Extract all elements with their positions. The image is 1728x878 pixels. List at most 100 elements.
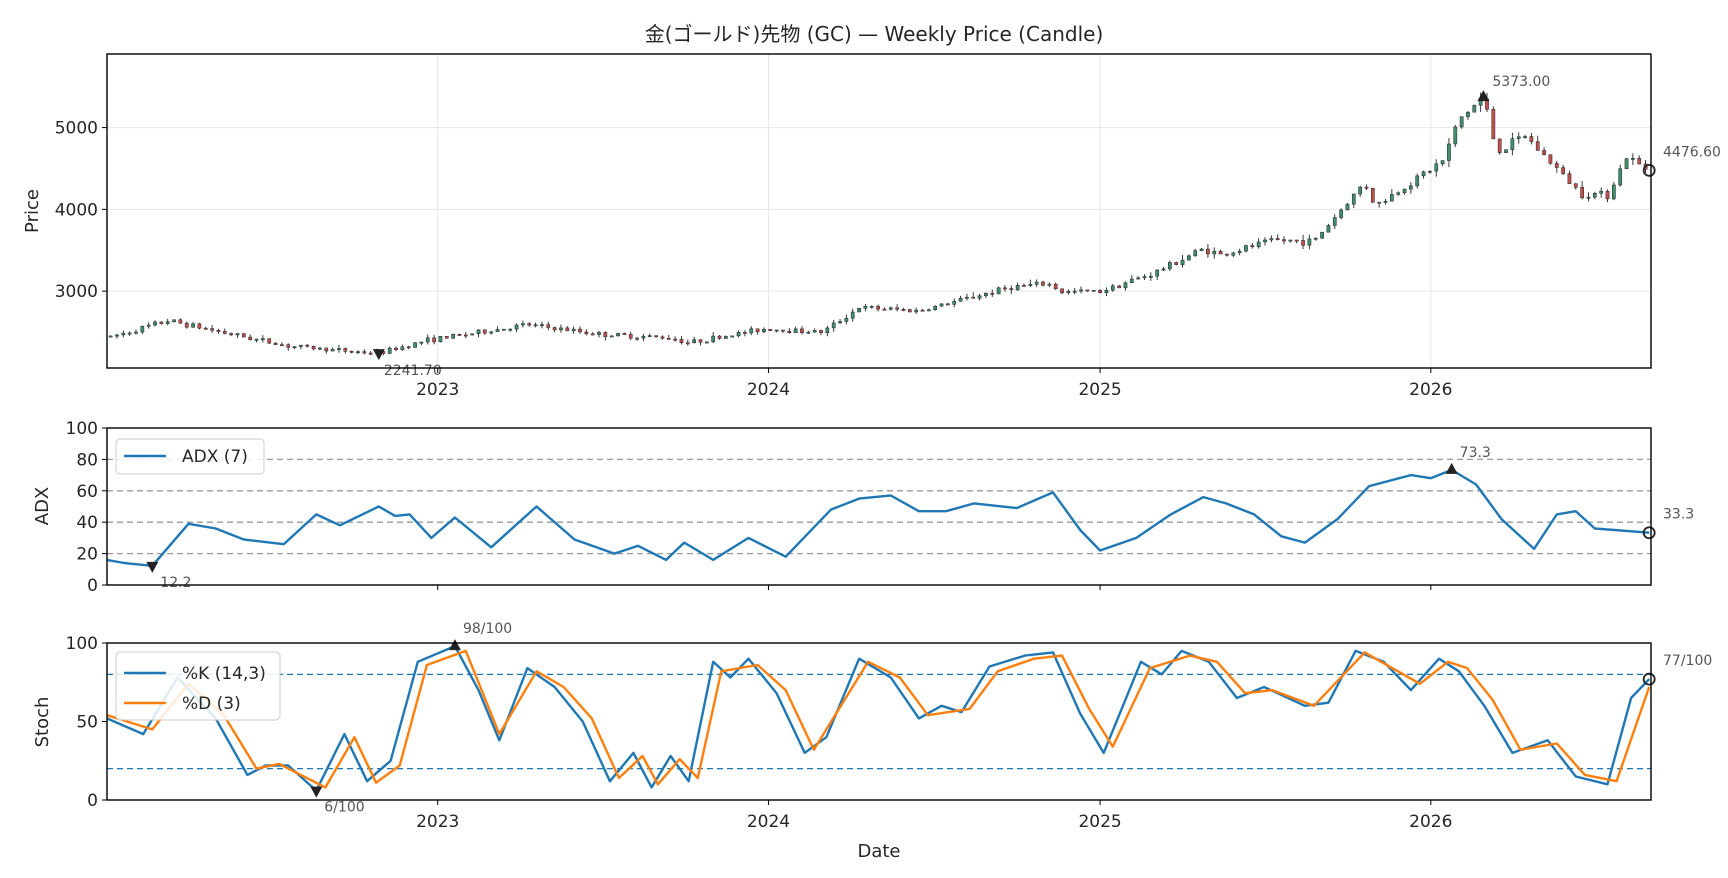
adx-legend: ADX (7) — [115, 438, 265, 475]
candle-body — [1060, 288, 1064, 294]
price-ylabel: Price — [22, 189, 43, 233]
candle-body — [1250, 245, 1255, 248]
candle-body — [210, 328, 214, 331]
candle-body — [711, 335, 716, 343]
candle-body — [1313, 237, 1318, 240]
candle-body — [533, 324, 538, 327]
candle-body — [1009, 288, 1014, 291]
candle-body — [1155, 269, 1160, 277]
x-axis-label: Date — [857, 841, 900, 862]
candle-body — [343, 348, 348, 352]
candle-body — [1218, 250, 1223, 255]
candle-body — [704, 341, 709, 344]
candle-body — [1390, 194, 1394, 202]
stoch-ylabel: Stoch — [32, 697, 53, 748]
candle-body — [1244, 245, 1248, 252]
candle-body — [628, 334, 633, 339]
y-tick-label: 50 — [76, 713, 98, 733]
max-label: 98/100 — [463, 621, 512, 637]
candle-body — [1091, 289, 1096, 292]
candle-body — [495, 329, 500, 332]
candle-body — [1199, 248, 1204, 251]
candle-body — [559, 327, 563, 331]
candle-body — [1377, 201, 1382, 204]
candle-body — [1326, 225, 1331, 233]
candle-body — [1586, 196, 1591, 199]
price-x-tick-label: 2026 — [1409, 380, 1452, 400]
stoch-legend: %K (14,3) %D (3) — [115, 651, 281, 721]
candle-body — [1237, 250, 1242, 254]
series-line-secondary — [106, 649, 1651, 789]
candle-body — [146, 324, 151, 327]
candle-body — [1592, 192, 1597, 198]
candle-body — [425, 337, 430, 343]
candle-body — [514, 324, 519, 330]
candle-body — [679, 339, 684, 343]
stoch-annotations: 6/100 98/100 77/100 — [310, 621, 1712, 816]
candle-body — [203, 327, 208, 330]
candle-body — [356, 351, 360, 354]
candle-body — [1383, 200, 1388, 203]
candle-body — [609, 335, 614, 338]
candle-body — [280, 344, 284, 347]
candle-body — [1117, 285, 1121, 289]
candle-body — [724, 336, 728, 339]
stoch-axes-frame — [106, 642, 1652, 801]
candle-body — [952, 301, 957, 305]
candle-body — [1523, 136, 1527, 138]
candle-body — [1161, 268, 1166, 271]
candle-body — [1015, 285, 1020, 291]
candle-body — [1396, 192, 1401, 195]
chart-title: 金(ゴールド)先物 (GC) — Weekly Price (Candle) — [645, 22, 1104, 46]
candle-body — [1022, 285, 1026, 287]
candle-body — [698, 339, 703, 343]
candle-body — [660, 336, 665, 339]
series-line-primary — [106, 468, 1650, 567]
candle-body — [768, 329, 773, 331]
candle-body — [1472, 104, 1477, 113]
candle-body — [178, 319, 183, 324]
candle-body — [432, 337, 436, 343]
candle-body — [1301, 240, 1305, 246]
candle-body — [647, 335, 652, 338]
candle-body — [1003, 287, 1007, 290]
candle-body — [1104, 289, 1109, 294]
price-x-tick-label: 2023 — [416, 380, 459, 400]
candle-body — [451, 334, 455, 339]
max-marker — [448, 639, 461, 651]
x-tick-label: 2026 — [1409, 812, 1452, 832]
candle-body — [197, 323, 202, 329]
candle-body — [781, 329, 785, 332]
candle-body — [578, 328, 582, 333]
candle-body — [1599, 190, 1604, 194]
candle-body — [1535, 141, 1540, 151]
candle-body — [1409, 185, 1413, 190]
candle-body — [1288, 239, 1293, 242]
candle-body — [1269, 238, 1274, 241]
candle-body — [1447, 143, 1451, 161]
candle-body — [1510, 138, 1515, 150]
candle-body — [1434, 163, 1439, 172]
candle-body — [1180, 259, 1185, 265]
stoch-legend-label-k: %K (14,3) — [182, 664, 266, 684]
candle-body — [1148, 275, 1153, 278]
candle-body — [685, 342, 690, 345]
candle-body — [787, 330, 792, 333]
adx-annotations: 12.2 73.3 33.3 — [146, 445, 1694, 591]
x-tick-label: 2023 — [416, 812, 459, 832]
candle-body — [470, 333, 475, 336]
candle-body — [895, 307, 899, 310]
candle-body — [888, 307, 893, 310]
candle-body — [1231, 252, 1236, 256]
y-tick-label: 40 — [76, 513, 98, 533]
candle-body — [330, 349, 335, 352]
stoch-series — [106, 644, 1651, 792]
min-label: 6/100 — [324, 800, 364, 816]
candle-body — [1098, 289, 1102, 294]
candle-body — [914, 309, 919, 313]
candle-body — [121, 332, 126, 336]
candle-body — [502, 328, 506, 331]
candle-body — [115, 334, 119, 337]
candle-body — [172, 319, 176, 322]
